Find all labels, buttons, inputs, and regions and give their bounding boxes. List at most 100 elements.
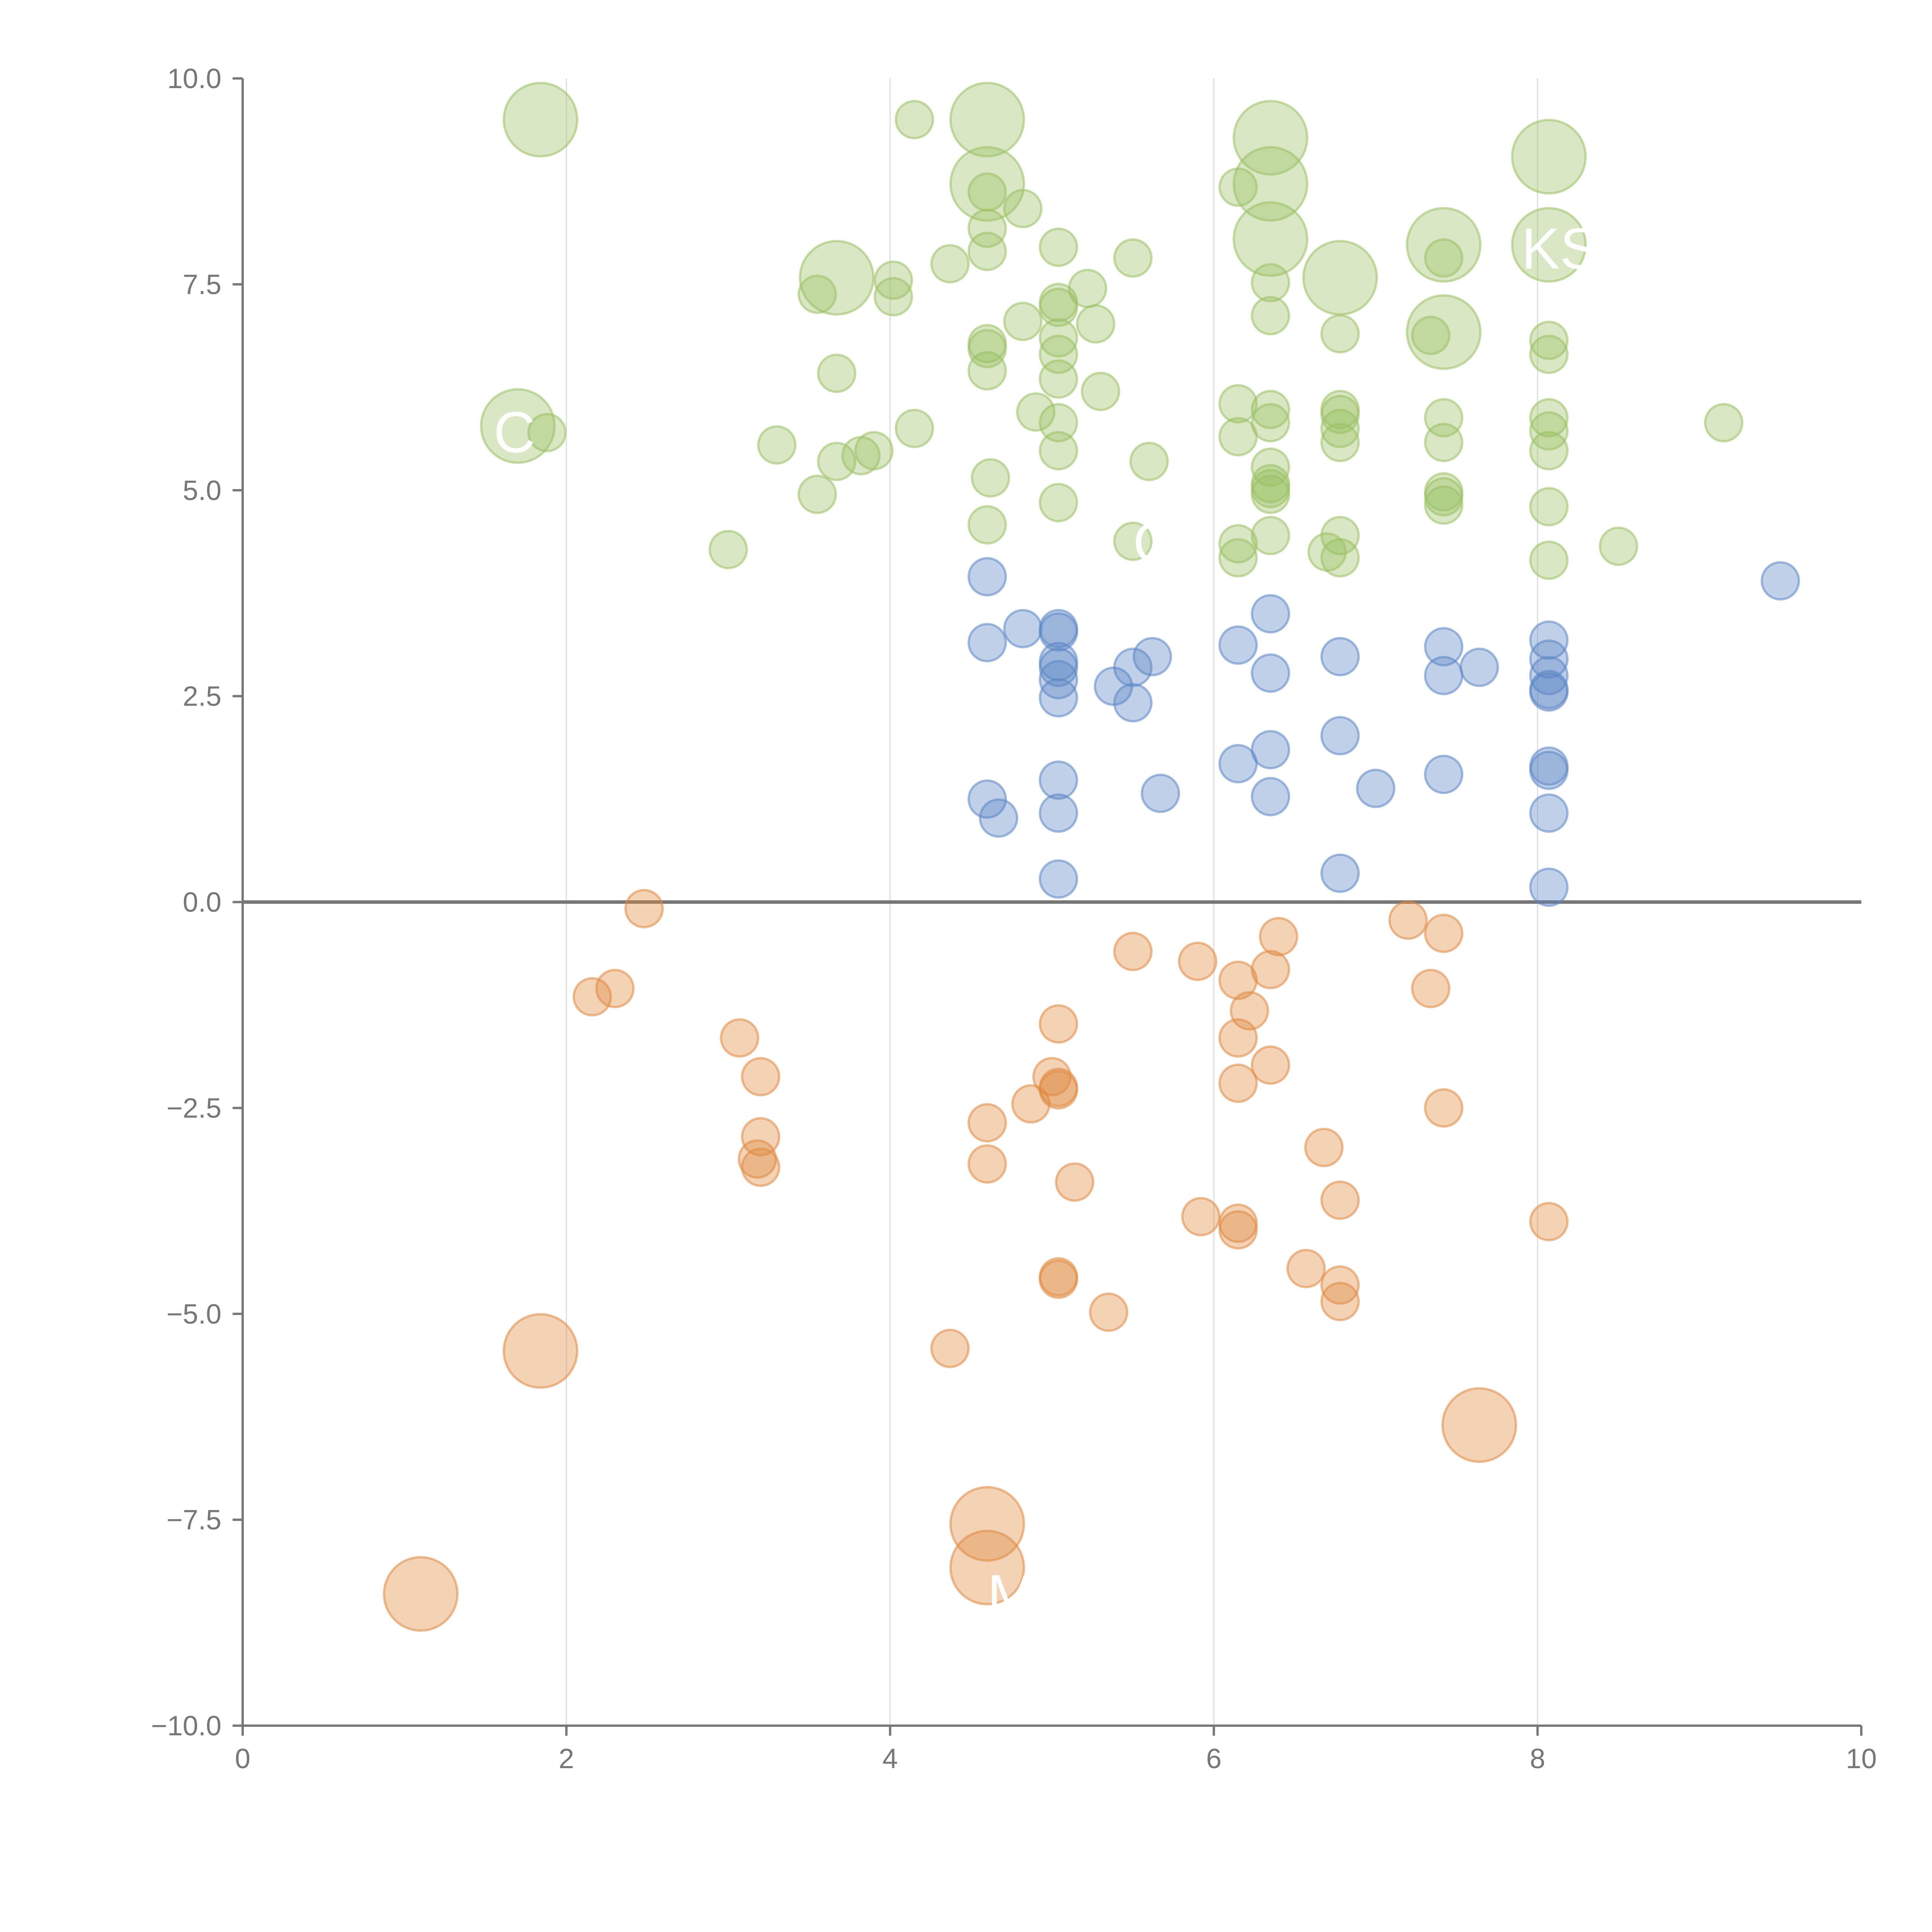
- high-data-point: [895, 100, 934, 139]
- high-data-point: [1003, 301, 1043, 341]
- low-data-point: [949, 1529, 1025, 1605]
- x-tick-label: 10: [1846, 1743, 1877, 1774]
- high-data-point: [1039, 227, 1078, 267]
- y-tick-label: −10.0: [151, 1711, 221, 1742]
- high-data-point: [1529, 540, 1569, 580]
- high-data-point: [1251, 447, 1291, 487]
- high-data-point: [1251, 296, 1291, 335]
- point-label: C: [493, 400, 535, 464]
- high-data-point: [1233, 100, 1309, 176]
- low-data-point: [1388, 900, 1428, 940]
- high-data-point: [1320, 515, 1360, 555]
- high-data-point: [967, 172, 1007, 212]
- high-data-point: [873, 277, 913, 316]
- mid-data-point: [1529, 867, 1569, 907]
- high-data-point: [949, 82, 1025, 158]
- x-tick-label: 0: [235, 1743, 250, 1774]
- high-data-point: [527, 413, 567, 452]
- low-data-point: [1218, 1018, 1258, 1058]
- high-data-point: [799, 240, 875, 316]
- high-data-point: [1529, 398, 1569, 438]
- mid-data-point: [1218, 744, 1258, 784]
- mid-data-point: [1760, 561, 1800, 601]
- mid-data-point: [1039, 760, 1078, 800]
- high-data-point: [1511, 207, 1587, 283]
- low-data-point: [1055, 1162, 1095, 1202]
- high-data-point: [967, 231, 1007, 271]
- mid-data-point: [1133, 637, 1172, 677]
- high-data-point: [1251, 263, 1291, 303]
- high-data-point: [1039, 483, 1078, 522]
- mid-data-point: [1529, 793, 1569, 833]
- mid-data-point: [1320, 637, 1360, 677]
- high-data-point: [817, 442, 857, 481]
- high-data-point: [502, 82, 578, 158]
- y-tick-label: 10.0: [167, 63, 221, 94]
- high-data-point: [817, 354, 857, 393]
- point-label: KS: [1521, 216, 1599, 281]
- low-data-point: [930, 1328, 970, 1368]
- high-data-point: [1511, 119, 1587, 195]
- x-tick-label: 8: [1530, 1743, 1545, 1774]
- mid-data-point: [979, 798, 1019, 838]
- high-data-point: [895, 408, 934, 448]
- high-data-point: [1218, 167, 1258, 207]
- high-data-point: [1320, 423, 1360, 463]
- high-data-point: [1320, 538, 1360, 578]
- mid-data-point: [1039, 859, 1078, 899]
- high-data-point: [1424, 238, 1464, 278]
- low-data-point: [1218, 1063, 1258, 1103]
- low-data-point: [967, 1144, 1007, 1184]
- mid-data-point: [1320, 853, 1360, 893]
- high-data-point: [1039, 403, 1078, 442]
- high-data-point: [1039, 318, 1078, 358]
- mid-data-point: [1320, 716, 1360, 755]
- y-tick-label: −5.0: [167, 1299, 221, 1330]
- mid-data-point: [1039, 648, 1078, 687]
- low-data-point: [502, 1313, 578, 1389]
- high-data-point: [1129, 442, 1169, 481]
- high-data-point: [1113, 238, 1153, 278]
- high-data-point: [930, 244, 970, 284]
- y-tick-label: −7.5: [167, 1505, 221, 1536]
- low-data-point: [595, 969, 635, 1009]
- low-data-point: [1259, 917, 1298, 957]
- data-points: [383, 82, 1800, 1632]
- low-data-point: [1424, 913, 1464, 953]
- low-data-point: [1441, 1387, 1517, 1463]
- low-data-point: [1424, 1088, 1464, 1128]
- mid-data-point: [1424, 755, 1464, 794]
- low-data-point: [1320, 1180, 1360, 1220]
- high-data-point: [967, 208, 1007, 248]
- low-data-point: [1218, 960, 1258, 1000]
- x-tick-label: 2: [559, 1743, 574, 1774]
- low-data-point: [741, 1057, 781, 1097]
- x-tick-label: 4: [883, 1743, 898, 1774]
- low-data-point: [1218, 1210, 1258, 1250]
- high-data-point: [1218, 524, 1258, 564]
- low-data-point: [1178, 941, 1218, 981]
- high-data-point: [1424, 485, 1464, 525]
- high-data-point: [971, 458, 1010, 498]
- high-data-point: [757, 425, 797, 465]
- high-data-point: [841, 436, 881, 476]
- high-data-point: [1039, 431, 1078, 471]
- mid-data-point: [967, 779, 1007, 819]
- high-data-point: [1302, 240, 1378, 316]
- mid-data-point: [1251, 594, 1291, 634]
- y-tick-label: 0.0: [183, 887, 221, 918]
- y-tick-label: 2.5: [183, 681, 221, 712]
- high-data-point: [1424, 423, 1464, 463]
- low-data-point: [1286, 1249, 1326, 1289]
- axis-ticks: 0 2 4 6 8 10 10.0 7.5 5.0 2.5 0.0 −2.5 −5.0 −7.5 −10.0: [151, 63, 1877, 1774]
- mid-data-point: [1218, 625, 1258, 665]
- low-data-point: [720, 1018, 760, 1058]
- high-data-point: [1529, 320, 1569, 360]
- high-data-point: [1320, 395, 1360, 434]
- point-label: G: [1133, 510, 1178, 575]
- point-label: M: [987, 1563, 1036, 1628]
- mid-data-point: [1039, 612, 1078, 652]
- high-data-point: [1406, 294, 1482, 370]
- y-tick-label: 7.5: [183, 269, 221, 300]
- low-data-point: [1304, 1128, 1344, 1167]
